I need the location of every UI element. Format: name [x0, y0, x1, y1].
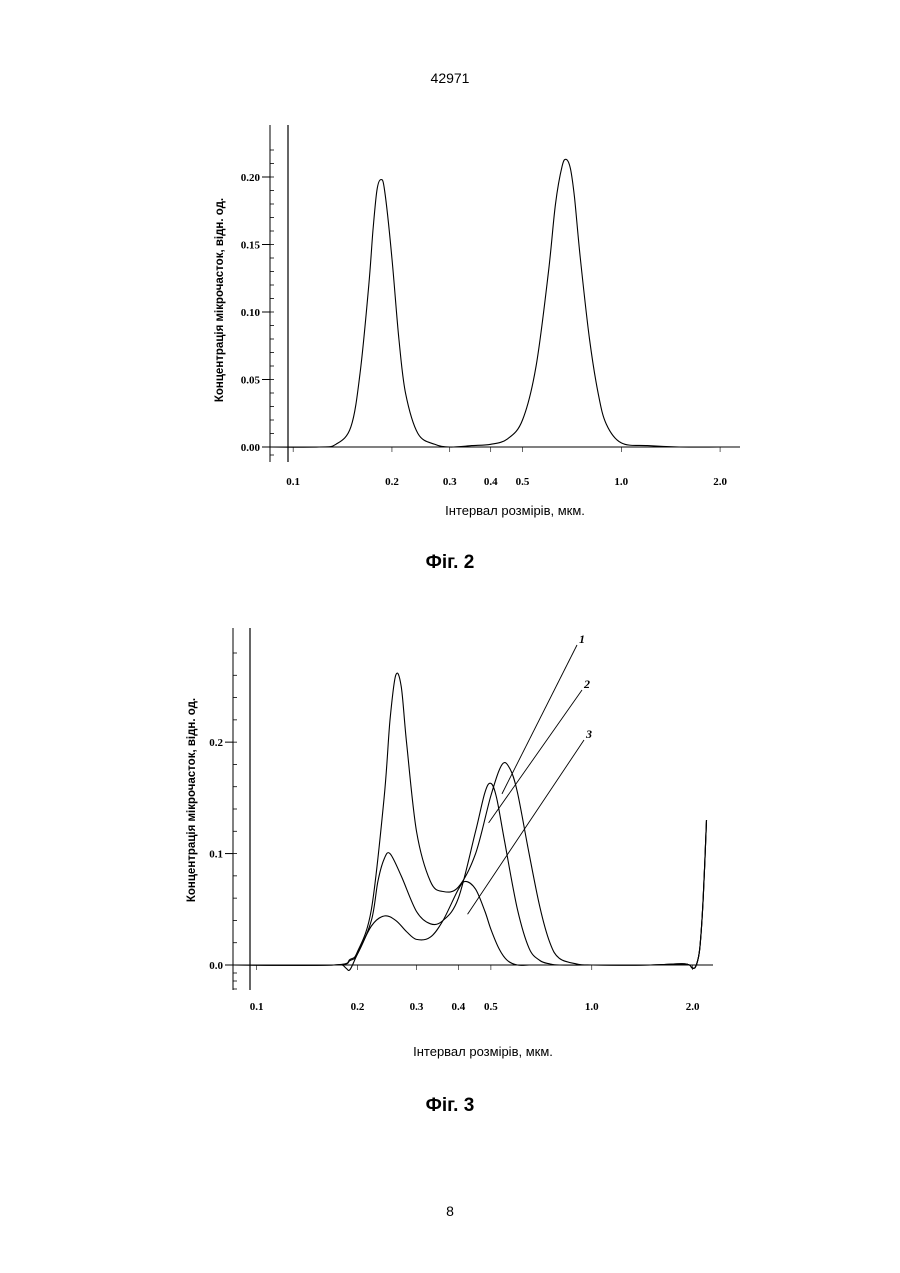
x-tick-label: 0.2 — [351, 1001, 365, 1013]
y-tick-label: 0.10 — [241, 307, 261, 319]
page-number-bottom: 8 — [0, 1203, 900, 1219]
series-line-3 — [233, 820, 707, 970]
chart-fig-2: 0.00 0.05 0.10 0.15 0.20 0.1 0.2 0.3 0.4 0.5 1.0 2.… — [214, 125, 740, 518]
y-tick-label: 0.05 — [241, 375, 261, 387]
figure-caption-2: Фіг. 2 — [0, 552, 900, 574]
series-leader-line — [468, 740, 584, 914]
x-tick-label: 1.0 — [614, 476, 628, 488]
x-tick-label: 0.1 — [286, 476, 300, 488]
x-tick-label: 0.2 — [385, 476, 399, 488]
x-axis-label: Інтервал розмірів, мкм. — [445, 503, 585, 518]
y-axis-label: Концентрація мікрочасток, відн. од. — [214, 198, 226, 402]
y-axis-label: Концентрація мікрочасток, відн. од. — [186, 698, 198, 902]
series-line-1 — [233, 673, 707, 968]
y-tick-label: 0.20 — [241, 172, 261, 184]
y-tick-label: 0.2 — [209, 737, 223, 749]
x-tick-label: 2.0 — [686, 1001, 700, 1013]
series-line-1 — [270, 159, 740, 447]
series-leader-line — [502, 645, 577, 794]
series-label: 1 — [579, 632, 585, 646]
series-line-2 — [233, 783, 707, 968]
x-tick-label: 0.3 — [410, 1001, 424, 1013]
x-tick-label: 2.0 — [713, 476, 727, 488]
series-label: 2 — [583, 677, 590, 691]
series-leader-line — [489, 690, 582, 823]
x-axis-label: Інтервал розмірів, мкм. — [413, 1044, 553, 1059]
y-tick-label: 0.00 — [241, 442, 261, 454]
x-tick-label: 0.1 — [250, 1001, 264, 1013]
x-tick-label: 0.3 — [443, 476, 457, 488]
x-tick-label: 0.5 — [484, 1001, 498, 1013]
y-tick-label: 0.0 — [209, 960, 223, 972]
chart-fig-3: 0.0 0.1 0.2 0.1 0.2 0.3 0.4 0.5 1.0 2.0 Інтервал р… — [186, 628, 713, 1059]
y-tick-label: 0.15 — [241, 240, 261, 252]
series-label: 3 — [585, 727, 592, 741]
y-tick-label: 0.1 — [209, 849, 223, 861]
x-tick-label: 0.4 — [452, 1001, 466, 1013]
x-tick-label: 1.0 — [585, 1001, 599, 1013]
x-tick-label: 0.4 — [484, 476, 498, 488]
x-tick-label: 0.5 — [516, 476, 530, 488]
figure-caption-3: Фіг. 3 — [0, 1095, 900, 1117]
